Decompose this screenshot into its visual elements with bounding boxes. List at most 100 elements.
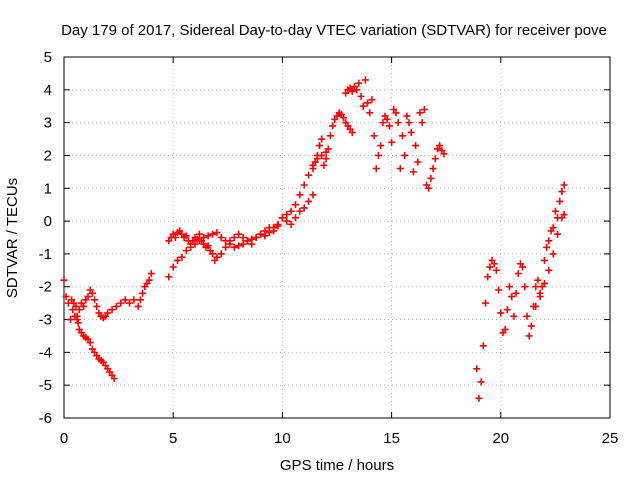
data-point bbox=[359, 102, 367, 110]
data-point bbox=[75, 306, 83, 314]
data-point bbox=[230, 234, 238, 241]
data-point bbox=[532, 302, 540, 310]
data-point bbox=[257, 230, 265, 238]
data-point bbox=[549, 250, 557, 258]
data-point bbox=[374, 151, 382, 159]
data-point bbox=[340, 114, 348, 122]
data-point bbox=[235, 242, 243, 250]
data-point bbox=[510, 312, 518, 320]
data-point bbox=[492, 266, 500, 274]
data-point bbox=[130, 296, 138, 304]
data-point bbox=[278, 214, 286, 222]
data-point bbox=[540, 279, 548, 287]
data-point bbox=[213, 229, 221, 237]
data-point bbox=[490, 260, 498, 268]
y-tick-label: 4 bbox=[44, 82, 52, 99]
data-point bbox=[479, 342, 487, 350]
data-point bbox=[560, 181, 568, 189]
data-point bbox=[226, 240, 234, 248]
data-point bbox=[484, 273, 492, 281]
data-point bbox=[357, 92, 365, 100]
data-point bbox=[195, 230, 203, 238]
data-point bbox=[235, 230, 243, 238]
data-point bbox=[287, 220, 295, 228]
data-point bbox=[139, 289, 147, 297]
data-point bbox=[429, 165, 437, 173]
y-tick-label: 5 bbox=[44, 49, 52, 66]
data-point bbox=[534, 276, 542, 284]
x-tick-label: 20 bbox=[492, 430, 509, 447]
data-point bbox=[126, 299, 134, 307]
y-tick-label: -4 bbox=[39, 344, 52, 361]
data-point bbox=[67, 316, 75, 324]
data-point bbox=[265, 229, 273, 237]
data-point bbox=[300, 181, 308, 189]
data-point bbox=[169, 263, 177, 271]
data-point bbox=[329, 122, 337, 130]
data-point bbox=[84, 293, 92, 301]
data-point bbox=[309, 191, 317, 199]
x-axis-label: GPS time / hours bbox=[280, 457, 394, 474]
data-point bbox=[427, 174, 435, 182]
data-point bbox=[353, 86, 361, 94]
data-point bbox=[239, 240, 247, 248]
data-point bbox=[80, 302, 88, 310]
data-point bbox=[213, 253, 221, 261]
data-point bbox=[545, 266, 553, 274]
data-point bbox=[506, 283, 514, 291]
data-point bbox=[296, 191, 304, 199]
data-point bbox=[503, 306, 511, 314]
y-tick-label: 1 bbox=[44, 180, 52, 197]
data-points bbox=[60, 76, 568, 402]
data-point bbox=[521, 283, 529, 291]
data-point bbox=[407, 128, 415, 136]
data-point bbox=[523, 312, 531, 320]
data-point bbox=[110, 375, 118, 383]
data-point bbox=[401, 151, 409, 159]
data-point bbox=[364, 99, 372, 107]
data-point bbox=[86, 339, 94, 347]
data-point bbox=[204, 242, 212, 250]
data-point bbox=[252, 234, 260, 241]
data-point bbox=[320, 161, 328, 169]
data-point bbox=[292, 214, 300, 222]
data-point bbox=[191, 240, 199, 248]
data-point bbox=[440, 150, 448, 158]
data-point bbox=[300, 204, 308, 212]
data-point bbox=[200, 234, 208, 241]
data-point bbox=[519, 263, 527, 271]
data-point bbox=[514, 270, 522, 278]
data-point bbox=[239, 234, 247, 241]
data-point bbox=[112, 302, 120, 310]
data-point bbox=[230, 243, 238, 251]
data-point bbox=[217, 250, 225, 258]
data-point bbox=[72, 302, 80, 310]
data-point bbox=[379, 119, 387, 127]
data-point bbox=[473, 365, 481, 373]
data-point bbox=[134, 302, 142, 310]
data-point bbox=[495, 286, 503, 294]
data-point bbox=[171, 234, 179, 241]
data-point bbox=[392, 109, 400, 117]
data-point bbox=[412, 142, 420, 150]
y-tick-label: -1 bbox=[39, 246, 52, 263]
data-point bbox=[551, 207, 559, 215]
data-point bbox=[385, 122, 393, 130]
data-point bbox=[512, 289, 520, 297]
x-tick-label: 0 bbox=[60, 430, 68, 447]
data-point bbox=[73, 312, 81, 320]
data-point bbox=[62, 293, 70, 301]
data-point bbox=[283, 217, 291, 225]
axis-ticks bbox=[63, 56, 611, 419]
data-point bbox=[311, 158, 319, 166]
data-point bbox=[182, 247, 190, 255]
data-point bbox=[545, 237, 553, 245]
data-point bbox=[322, 155, 330, 163]
data-point bbox=[195, 237, 203, 245]
data-point bbox=[136, 296, 144, 304]
data-point bbox=[309, 165, 317, 173]
data-point bbox=[217, 234, 225, 241]
data-point bbox=[436, 142, 444, 150]
data-point bbox=[222, 243, 230, 251]
